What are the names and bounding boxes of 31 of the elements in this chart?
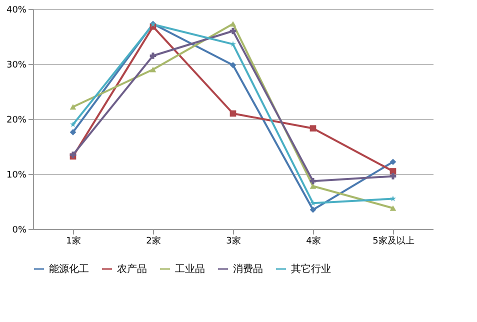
point bbox=[150, 66, 156, 72]
point bbox=[310, 178, 316, 184]
x-tick-label: 1家 bbox=[66, 236, 81, 246]
point bbox=[390, 158, 396, 166]
legend-label: 工业品 bbox=[175, 263, 205, 275]
point bbox=[310, 206, 316, 213]
legend-label: 能源化工 bbox=[49, 263, 89, 275]
point bbox=[70, 129, 76, 136]
point bbox=[70, 121, 76, 128]
point bbox=[230, 21, 236, 27]
point bbox=[390, 173, 396, 180]
point bbox=[230, 62, 236, 68]
point bbox=[310, 125, 316, 132]
legend-label: 消费品 bbox=[233, 263, 263, 275]
point bbox=[150, 52, 156, 59]
x-tick-label: 3家 bbox=[226, 236, 241, 246]
point bbox=[390, 205, 396, 211]
point bbox=[230, 110, 236, 117]
legend-label: 其它行业 bbox=[291, 263, 331, 275]
y-tick-label: 20% bbox=[6, 116, 27, 126]
legend-label: 农产品 bbox=[117, 263, 147, 275]
y-tick-label: 10% bbox=[6, 170, 27, 180]
y-tick-label: 0% bbox=[12, 226, 27, 236]
y-tick-label: 40% bbox=[6, 6, 27, 16]
x-tick-label: 2家 bbox=[146, 236, 161, 246]
x-tick-label: 4家 bbox=[306, 236, 321, 246]
x-tick-label: 5家及以上 bbox=[372, 236, 414, 246]
point bbox=[70, 104, 76, 110]
point bbox=[310, 183, 316, 189]
point bbox=[230, 28, 236, 34]
y-tick-label: 30% bbox=[6, 60, 27, 70]
